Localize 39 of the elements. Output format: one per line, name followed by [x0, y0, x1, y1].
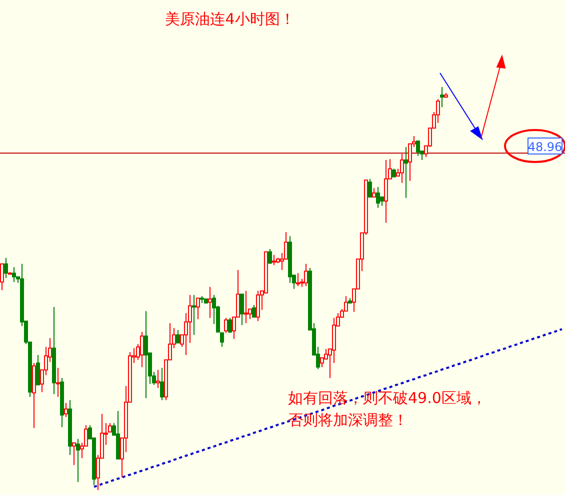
candlestick	[240, 294, 244, 326]
candlestick	[36, 354, 40, 386]
candlestick	[140, 332, 144, 368]
candlestick	[4, 257, 8, 279]
chart-title: 美原油连4小时图！	[165, 10, 295, 28]
candlestick	[156, 369, 160, 389]
candlestick	[400, 153, 404, 184]
candlestick	[384, 159, 388, 224]
candlestick	[304, 263, 308, 287]
candlestick	[0, 263, 4, 291]
candlestick	[440, 86, 444, 108]
candlestick	[196, 298, 200, 320]
candlestick	[144, 310, 148, 399]
candlestick	[404, 146, 408, 198]
candlestick	[56, 367, 60, 398]
candlestick	[268, 248, 272, 264]
candlestick	[296, 272, 300, 287]
candlestick	[320, 357, 324, 368]
candlestick	[220, 332, 224, 348]
candlestick	[12, 266, 16, 283]
candlestick	[376, 186, 380, 208]
candlestick	[224, 317, 228, 334]
annotation: 48.96	[528, 140, 562, 154]
annotation: 如有回落，则不破49.0区域，	[288, 389, 486, 407]
candlestick	[368, 178, 372, 198]
candlestick	[72, 442, 76, 466]
candlestick	[76, 438, 80, 482]
candlestick	[416, 140, 420, 156]
candlestick	[64, 402, 68, 418]
candlestick	[176, 330, 180, 344]
annotation: 否则将加深调整！	[288, 411, 408, 429]
candlestick	[244, 290, 248, 324]
candlestick	[256, 290, 260, 322]
candlestick	[192, 294, 196, 336]
candlestick	[252, 304, 256, 318]
candlestick	[208, 286, 212, 318]
candlestick	[228, 317, 232, 334]
candlestick	[160, 367, 164, 401]
candlestick	[272, 254, 276, 266]
